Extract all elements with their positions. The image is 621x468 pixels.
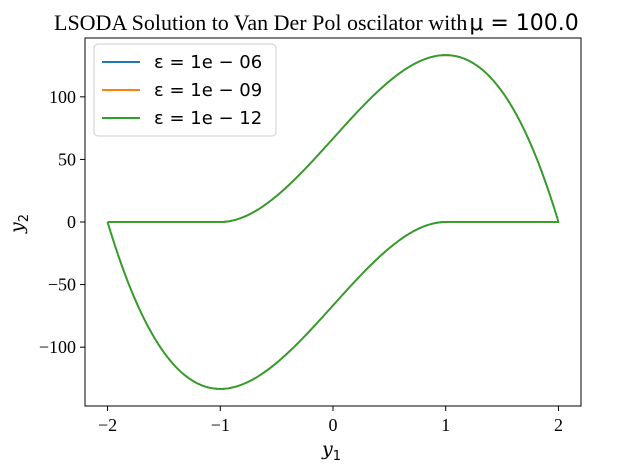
x-axis-ticks: −2 −1 0 1 2 [98, 406, 563, 435]
y-axis-ticks: −100 −50 0 50 100 [39, 87, 85, 357]
y-tick-label: 100 [49, 87, 76, 107]
y-tick-label: −50 [48, 275, 76, 295]
series-line-3 [106, 54, 560, 390]
x-tick-label: −2 [98, 415, 117, 435]
legend-label-2: ε = 1e − 09 [154, 80, 262, 101]
legend-label-1: ε = 1e − 06 [154, 52, 262, 73]
x-tick-label: 0 [329, 415, 338, 435]
chart-title-text: LSODA Solution to Van Der Pol oscilator … [54, 10, 467, 35]
x-axis-label-sub: 1 [333, 449, 341, 464]
legend-label-3: ε = 1e − 12 [154, 108, 262, 129]
x-axis-label-base: y [321, 438, 333, 460]
chart-title-math: μ = 100.0 [469, 11, 578, 36]
y-axis-label-sub: 2 [17, 214, 32, 222]
series-layer [106, 54, 560, 390]
chart-title: LSODA Solution to Van Der Pol oscilator … [54, 10, 579, 36]
y-axis-label: y2 [6, 214, 32, 234]
y-tick-label: 50 [58, 149, 76, 169]
x-axis-label-text: y1 [321, 438, 341, 464]
y-tick-label: −100 [39, 337, 76, 357]
x-tick-label: 1 [441, 415, 450, 435]
y-axis-label-base: y [6, 222, 28, 234]
legend-box [93, 43, 277, 137]
x-tick-label: 2 [554, 415, 563, 435]
y-axis-label-text: y2 [6, 214, 32, 234]
y-tick-label: 0 [67, 212, 76, 232]
x-axis-label: y1 [321, 438, 341, 464]
legend: ε = 1e − 06 ε = 1e − 09 ε = 1e − 12 [93, 43, 277, 137]
x-tick-label: −1 [211, 415, 230, 435]
